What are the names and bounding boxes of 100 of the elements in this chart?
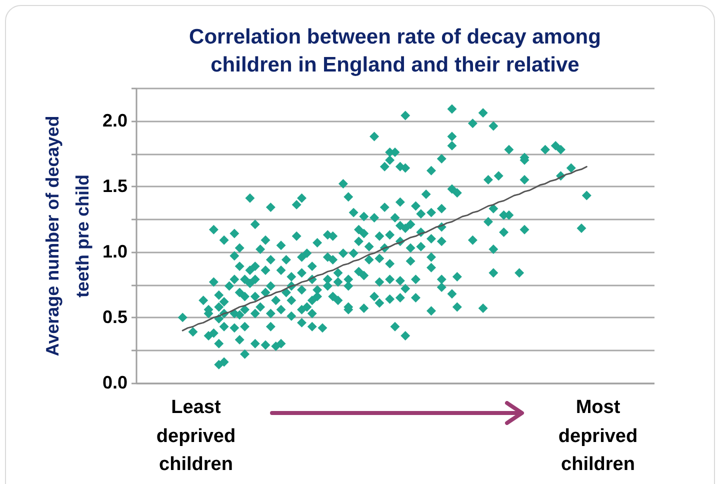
chart-title: Correlation between rate of decay among children in England and their relative <box>189 25 601 76</box>
point <box>266 202 276 212</box>
point <box>266 322 276 332</box>
point <box>256 302 266 312</box>
point <box>483 216 493 226</box>
point <box>359 270 369 280</box>
point <box>297 318 307 328</box>
point <box>302 248 312 258</box>
point <box>208 328 218 338</box>
point <box>276 266 286 275</box>
point <box>240 274 250 284</box>
point <box>410 293 420 303</box>
point <box>245 266 255 275</box>
point <box>260 266 270 275</box>
point <box>385 274 395 284</box>
point <box>436 204 446 214</box>
point <box>338 248 348 258</box>
point <box>307 308 317 318</box>
point <box>426 306 436 316</box>
point <box>219 322 229 332</box>
point <box>312 238 322 248</box>
point <box>292 231 302 241</box>
point <box>230 251 240 261</box>
point <box>234 334 244 344</box>
point <box>400 224 410 234</box>
point <box>370 213 380 223</box>
point <box>230 274 240 284</box>
point <box>250 292 260 302</box>
text: Most deprived children <box>557 396 639 477</box>
point <box>328 292 338 302</box>
point <box>436 282 446 292</box>
point <box>333 268 343 278</box>
y-tick-label: 1.0 <box>102 241 128 262</box>
point <box>322 274 332 284</box>
point <box>410 274 420 284</box>
point <box>400 331 410 341</box>
point <box>468 235 478 245</box>
point <box>214 338 224 348</box>
point <box>426 234 436 244</box>
point <box>333 277 343 287</box>
point <box>447 184 457 194</box>
point <box>214 360 224 370</box>
point <box>250 308 260 318</box>
point <box>276 304 286 314</box>
point <box>214 302 224 312</box>
point <box>400 163 410 173</box>
point <box>447 289 457 299</box>
point <box>447 132 457 142</box>
point <box>219 296 229 306</box>
point <box>359 304 369 314</box>
point <box>452 272 462 282</box>
point <box>286 311 296 321</box>
point <box>234 288 244 298</box>
point <box>416 242 426 252</box>
point <box>307 262 317 272</box>
point <box>240 292 250 302</box>
y-tick-label: 0.5 <box>102 306 128 327</box>
point <box>380 202 390 212</box>
point <box>260 288 270 298</box>
point <box>354 236 364 246</box>
point <box>359 228 369 238</box>
point <box>230 323 240 333</box>
point <box>240 304 250 314</box>
y-tick-label: 1.5 <box>102 176 128 196</box>
point <box>374 298 384 308</box>
point <box>374 254 384 264</box>
point <box>364 255 374 264</box>
point <box>374 277 384 287</box>
point <box>400 284 410 294</box>
point <box>208 277 218 287</box>
point <box>390 322 400 332</box>
point <box>250 274 260 284</box>
point <box>426 208 436 218</box>
point <box>447 140 457 150</box>
point <box>426 252 436 262</box>
text: Least deprived children <box>155 396 237 477</box>
point <box>436 274 446 284</box>
point <box>234 262 244 272</box>
y-tick-label: 2.0 <box>102 110 128 130</box>
point <box>266 281 276 291</box>
point <box>266 308 276 318</box>
point <box>385 294 395 304</box>
point <box>488 268 498 278</box>
point <box>276 338 286 348</box>
point <box>250 262 260 272</box>
point <box>452 302 462 312</box>
point <box>395 293 405 303</box>
point <box>250 338 260 348</box>
point <box>297 268 307 278</box>
y-tick-label: 0.0 <box>102 372 128 392</box>
point <box>406 256 416 266</box>
point <box>260 340 270 350</box>
point <box>322 252 332 262</box>
point <box>307 296 317 306</box>
point <box>395 197 405 207</box>
point <box>297 304 307 314</box>
point <box>385 258 395 268</box>
point <box>520 175 530 185</box>
point <box>286 296 296 306</box>
point <box>240 322 250 332</box>
